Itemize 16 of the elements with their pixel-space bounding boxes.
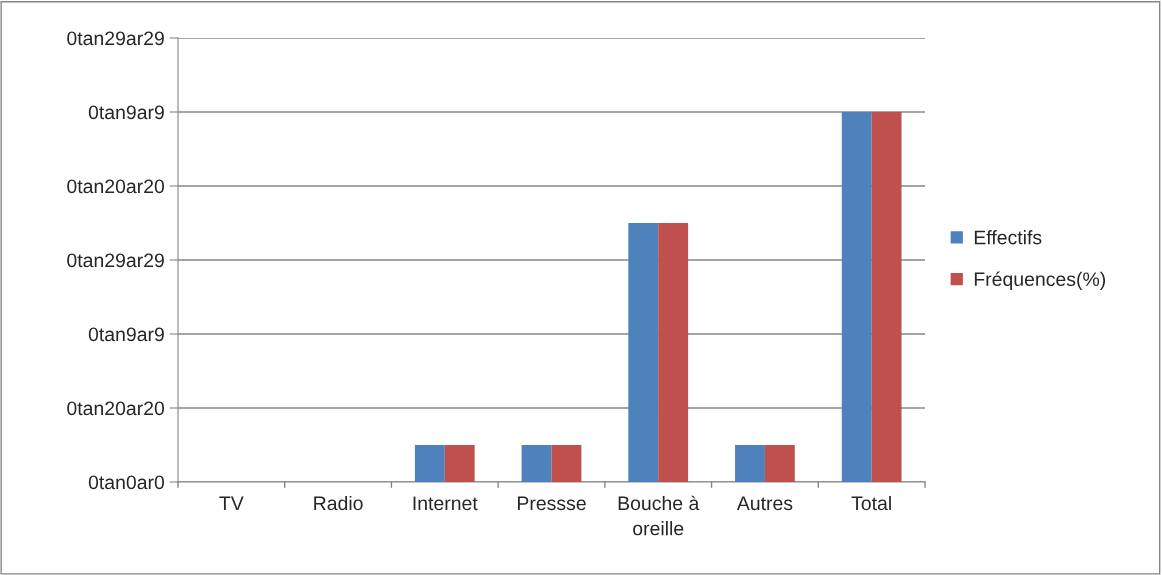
text: 0tan20ar20: [67, 179, 165, 194]
x-tick-label: Bouche à oreille: [618, 495, 700, 536]
legend-label: Effectifs: [974, 230, 1042, 245]
text: 0tan9ar9: [88, 105, 164, 120]
x-tick-label: Radio: [314, 495, 363, 511]
x-tick-label: Pressse: [517, 496, 586, 511]
text: 0tan29ar29: [67, 253, 164, 268]
text: 0tan9ar9: [88, 327, 164, 342]
text: 0tan20ar20: [67, 401, 165, 416]
x-tick-label: Total: [851, 495, 891, 511]
legend-label: Fréquences(%): [974, 271, 1106, 290]
x-tick-label: Internet: [413, 496, 478, 511]
text: 0tan0ar0: [88, 475, 165, 490]
x-tick-label: Autres: [736, 496, 793, 511]
x-tick-label: TV: [219, 496, 244, 510]
text: 0tan29ar29: [67, 31, 164, 46]
